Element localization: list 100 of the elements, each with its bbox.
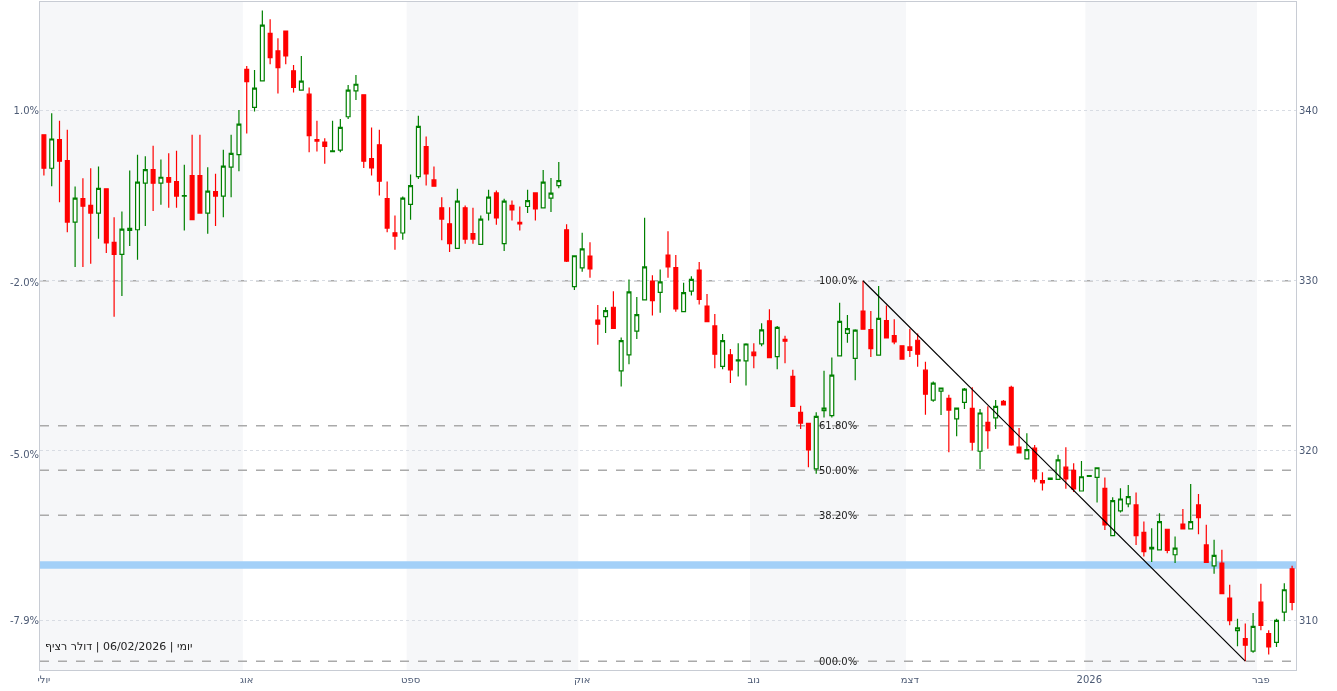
candlestick — [673, 254, 679, 313]
x-tick-label: נוב — [747, 674, 761, 685]
candlestick — [720, 333, 726, 370]
candlestick — [423, 136, 429, 187]
candlestick — [135, 154, 141, 261]
candlestick — [517, 205, 523, 232]
candlestick — [96, 165, 102, 240]
candlestick — [751, 342, 757, 369]
candlestick — [72, 185, 78, 268]
candlestick — [1055, 454, 1061, 481]
candlestick — [930, 380, 936, 403]
candlestick — [103, 188, 109, 254]
candlestick — [439, 196, 445, 241]
candlestick — [774, 325, 780, 370]
candlestick — [891, 318, 897, 345]
candlestick — [384, 180, 390, 233]
candlestick — [322, 137, 328, 165]
annotation: 38.20% — [819, 510, 858, 521]
candlestick — [1281, 582, 1287, 622]
candlestick — [961, 387, 967, 410]
annotation: 50.00% — [819, 465, 858, 476]
candlestick — [1024, 432, 1030, 460]
candlestick — [392, 214, 398, 251]
candlestick — [127, 170, 133, 247]
candlestick — [681, 282, 687, 313]
candlestick — [696, 261, 702, 305]
candlestick — [1172, 535, 1178, 564]
candlestick — [80, 177, 86, 268]
y2-tick-label: 1.0% — [13, 105, 39, 117]
candlestick — [766, 308, 772, 359]
candlestick — [1195, 493, 1201, 535]
x-tick-label: אוג — [239, 674, 254, 685]
candlestick — [665, 230, 671, 279]
candlestick — [415, 115, 421, 180]
candlestick — [493, 189, 499, 226]
candlestick — [649, 274, 655, 317]
candlestick — [1110, 496, 1116, 537]
candlestick — [657, 268, 663, 314]
candlestick — [1102, 476, 1108, 531]
candlestick — [977, 408, 983, 470]
candlestick — [548, 177, 554, 213]
candlestick — [314, 120, 320, 153]
candlestick — [556, 161, 562, 189]
candlestick — [813, 411, 819, 475]
annotation: יומי | 06/02/2026 | דולר רציף — [45, 640, 193, 653]
candlestick — [790, 369, 796, 407]
candlestick — [798, 405, 804, 430]
candlestick — [1203, 524, 1209, 564]
candlestick — [1016, 427, 1022, 454]
x-tick-label: ספט — [400, 674, 421, 685]
candlestick — [868, 310, 874, 358]
candlestick — [150, 145, 156, 212]
y2-tick-label: -5.0% — [9, 449, 39, 461]
candlestick — [478, 214, 484, 245]
candlestick — [525, 189, 531, 214]
candlestick — [1227, 584, 1233, 626]
candlestick — [447, 206, 453, 253]
candlestick — [1039, 471, 1045, 492]
candlestick — [181, 164, 187, 232]
candlestick — [470, 207, 476, 245]
candlestick — [267, 18, 273, 65]
candlestick — [88, 167, 94, 265]
candlestick — [985, 405, 991, 450]
candlestick — [595, 304, 601, 346]
candlestick — [111, 216, 117, 318]
candlestick — [540, 169, 546, 209]
candlestick — [1234, 618, 1240, 647]
candlestick — [213, 173, 219, 227]
candlestick — [298, 55, 304, 91]
x-tick-label: יולי — [37, 674, 51, 685]
y2-tick-label: -2.0% — [9, 277, 39, 289]
candlestick — [704, 293, 710, 323]
candlestick — [220, 149, 226, 218]
candlestick — [119, 210, 125, 297]
candlestick — [603, 306, 609, 334]
candlestick — [158, 158, 164, 206]
candlestick — [969, 386, 975, 452]
candlestick — [915, 333, 921, 368]
candlestick — [1117, 487, 1123, 514]
y2-tick-label: -7.9% — [9, 615, 39, 627]
candlestick — [400, 195, 406, 241]
candlestick — [844, 314, 850, 344]
candlestick — [642, 217, 648, 301]
x-tick-label: 2026 — [1076, 674, 1102, 685]
candlestick — [1133, 491, 1139, 546]
candlestick — [634, 296, 640, 340]
candlestick — [1164, 528, 1170, 554]
candlestick — [189, 134, 195, 221]
candlestick — [532, 192, 538, 222]
candlestick — [735, 342, 741, 378]
candlestick — [49, 112, 55, 187]
candlestick — [41, 134, 47, 177]
candlestick — [330, 120, 336, 153]
candlestick — [56, 120, 63, 203]
candlestick — [782, 335, 788, 364]
candlestick — [610, 290, 616, 329]
y-tick-label: 340 — [1299, 105, 1319, 117]
x-tick-label: פבר — [1252, 674, 1270, 685]
candlestick — [626, 278, 632, 365]
candlestick — [829, 356, 835, 419]
